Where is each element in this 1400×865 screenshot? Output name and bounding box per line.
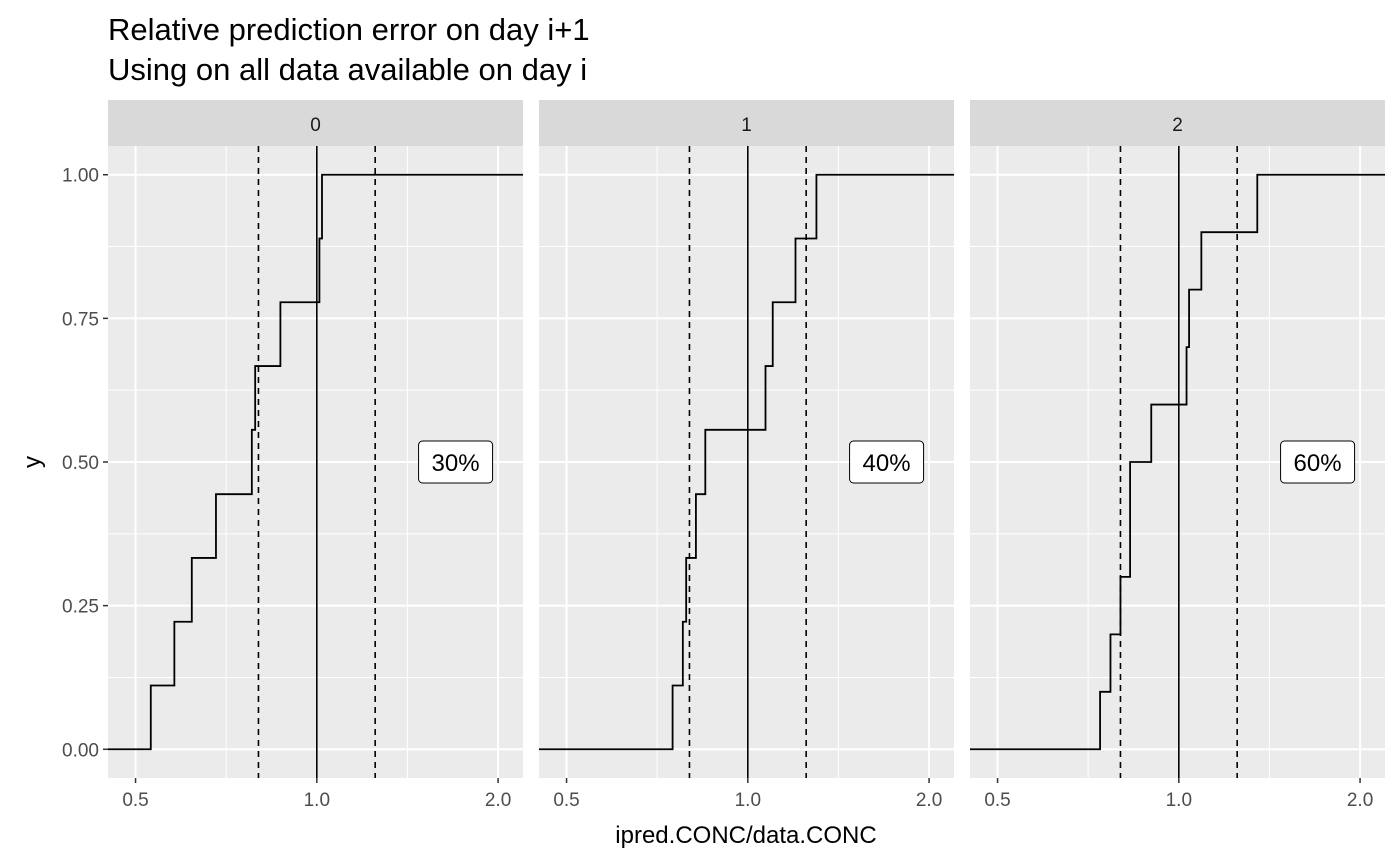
- facet-panel-0: 0 30%: [108, 100, 523, 778]
- chart-subtitle: Using on all data available on day i: [108, 52, 587, 87]
- percent-label-2: 60%: [1294, 450, 1342, 477]
- percent-label-box-1: [849, 440, 925, 484]
- facet-strip-0: [108, 100, 523, 146]
- x-axis-title: ipred.CONC/data.CONC: [615, 822, 876, 849]
- y-tick-label: 0.25: [62, 597, 99, 618]
- y-axis-title: y: [19, 456, 46, 468]
- x-tick-label: 2.0: [1347, 790, 1373, 811]
- x-axes: 0.5 1.0 2.0 0.5 1.0 2.0 0.5 1.0 2.0: [122, 778, 1373, 811]
- ecdf-step-line-1: [539, 173, 954, 751]
- facet-strip-2: [970, 100, 1385, 146]
- percent-label-1: 40%: [863, 450, 911, 477]
- ecdf-step-line-2: [970, 173, 1385, 751]
- y-tick-label: 0.00: [62, 740, 99, 761]
- x-tick-label: 0.5: [553, 790, 579, 811]
- chart-title: Relative prediction error on day i+1: [108, 12, 590, 47]
- x-tick-label: 1.0: [1166, 790, 1192, 811]
- x-tick-label: 2.0: [916, 790, 942, 811]
- percent-label-0: 30%: [432, 450, 480, 477]
- x-tick-label: 1.0: [735, 790, 761, 811]
- x-axis-0: 0.5 1.0 2.0: [122, 778, 511, 811]
- x-tick-label: 0.5: [122, 790, 148, 811]
- percent-label-box-0: [418, 440, 494, 484]
- facet-strip-label-0: 0: [310, 115, 321, 136]
- facet-panel-1: 1 40%: [539, 100, 954, 778]
- x-tick-label: 0.5: [984, 790, 1010, 811]
- y-axis: 0.00 0.25 0.50 0.75 1.00: [62, 166, 108, 761]
- y-tick-label: 1.00: [62, 166, 99, 187]
- x-axis-1: 0.5 1.0 2.0: [553, 778, 942, 811]
- y-tick-label: 0.50: [62, 453, 99, 474]
- percent-label-box-2: [1280, 440, 1356, 484]
- ecdf-step-line-0: [108, 173, 523, 751]
- facet-panel-2: 2 60%: [970, 100, 1385, 778]
- x-axis-2: 0.5 1.0 2.0: [984, 778, 1373, 811]
- facet-strip-1: [539, 100, 954, 146]
- x-tick-label: 2.0: [485, 790, 511, 811]
- x-tick-label: 1.0: [304, 790, 330, 811]
- facet-strip-label-1: 1: [741, 115, 752, 136]
- y-tick-label: 0.75: [62, 309, 99, 330]
- facet-panels: 0 30% 1 40% 2 60%: [108, 100, 1385, 778]
- facet-strip-label-2: 2: [1172, 115, 1183, 136]
